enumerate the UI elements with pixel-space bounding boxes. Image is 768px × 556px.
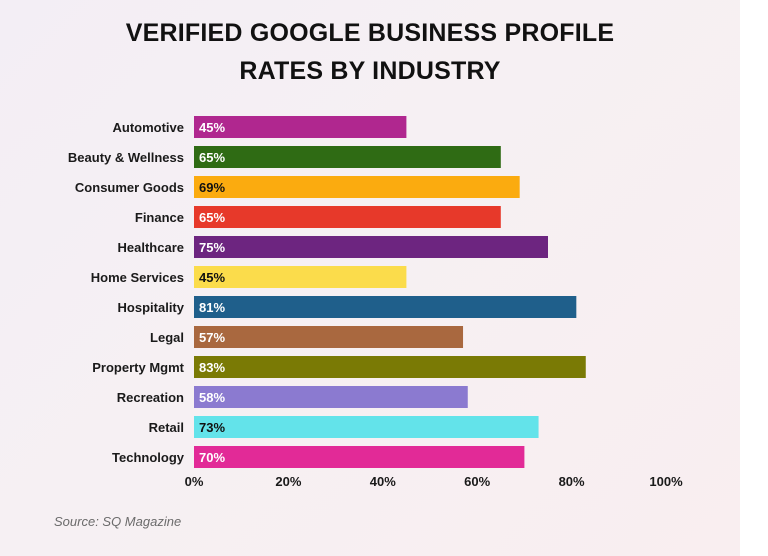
bar: [194, 176, 520, 198]
value-label: 45%: [199, 270, 225, 285]
bar: [194, 146, 501, 168]
category-label: Home Services: [91, 270, 184, 285]
category-label: Beauty & Wellness: [68, 150, 184, 165]
value-label: 81%: [199, 300, 225, 315]
x-tick-label: 80%: [559, 474, 585, 489]
value-label: 83%: [199, 360, 225, 375]
value-label: 73%: [199, 420, 225, 435]
bar: [194, 446, 525, 468]
value-label: 70%: [199, 450, 225, 465]
bar: [194, 326, 464, 348]
category-label: Automotive: [113, 120, 185, 135]
x-tick-label: 100%: [649, 474, 683, 489]
bar: [194, 206, 501, 228]
category-label: Consumer Goods: [75, 180, 184, 195]
x-tick-label: 60%: [464, 474, 490, 489]
x-tick-label: 20%: [275, 474, 301, 489]
value-label: 65%: [199, 210, 225, 225]
chart-title: VERIFIED GOOGLE BUSINESS PROFILE RATES B…: [0, 14, 740, 90]
category-label: Recreation: [117, 390, 184, 405]
bar: [194, 296, 577, 318]
category-label: Technology: [112, 450, 185, 465]
x-tick-label: 40%: [370, 474, 396, 489]
source-note: Source: SQ Magazine: [54, 514, 182, 529]
value-label: 45%: [199, 120, 225, 135]
bar: [194, 266, 407, 288]
value-label: 69%: [199, 180, 225, 195]
bar: [194, 416, 539, 438]
category-label: Healthcare: [118, 240, 184, 255]
value-label: 58%: [199, 390, 225, 405]
bar: [194, 356, 586, 378]
value-label: 65%: [199, 150, 225, 165]
category-label: Property Mgmt: [92, 360, 184, 375]
category-label: Legal: [150, 330, 184, 345]
category-label: Retail: [149, 420, 184, 435]
value-label: 57%: [199, 330, 225, 345]
x-tick-label: 0%: [185, 474, 204, 489]
category-label: Hospitality: [118, 300, 185, 315]
chart-card: VERIFIED GOOGLE BUSINESS PROFILE RATES B…: [0, 0, 740, 556]
chart-title-line-2: RATES BY INDUSTRY: [239, 57, 501, 85]
bar: [194, 386, 468, 408]
bar-chart: Automotive 45% Beauty & Wellness 65% Consume…: [68, 116, 683, 489]
bar: [194, 116, 407, 138]
category-label: Finance: [135, 210, 184, 225]
bar: [194, 236, 548, 258]
chart-title-line-1: VERIFIED GOOGLE BUSINESS PROFILE: [125, 19, 615, 47]
value-label: 75%: [199, 240, 225, 255]
